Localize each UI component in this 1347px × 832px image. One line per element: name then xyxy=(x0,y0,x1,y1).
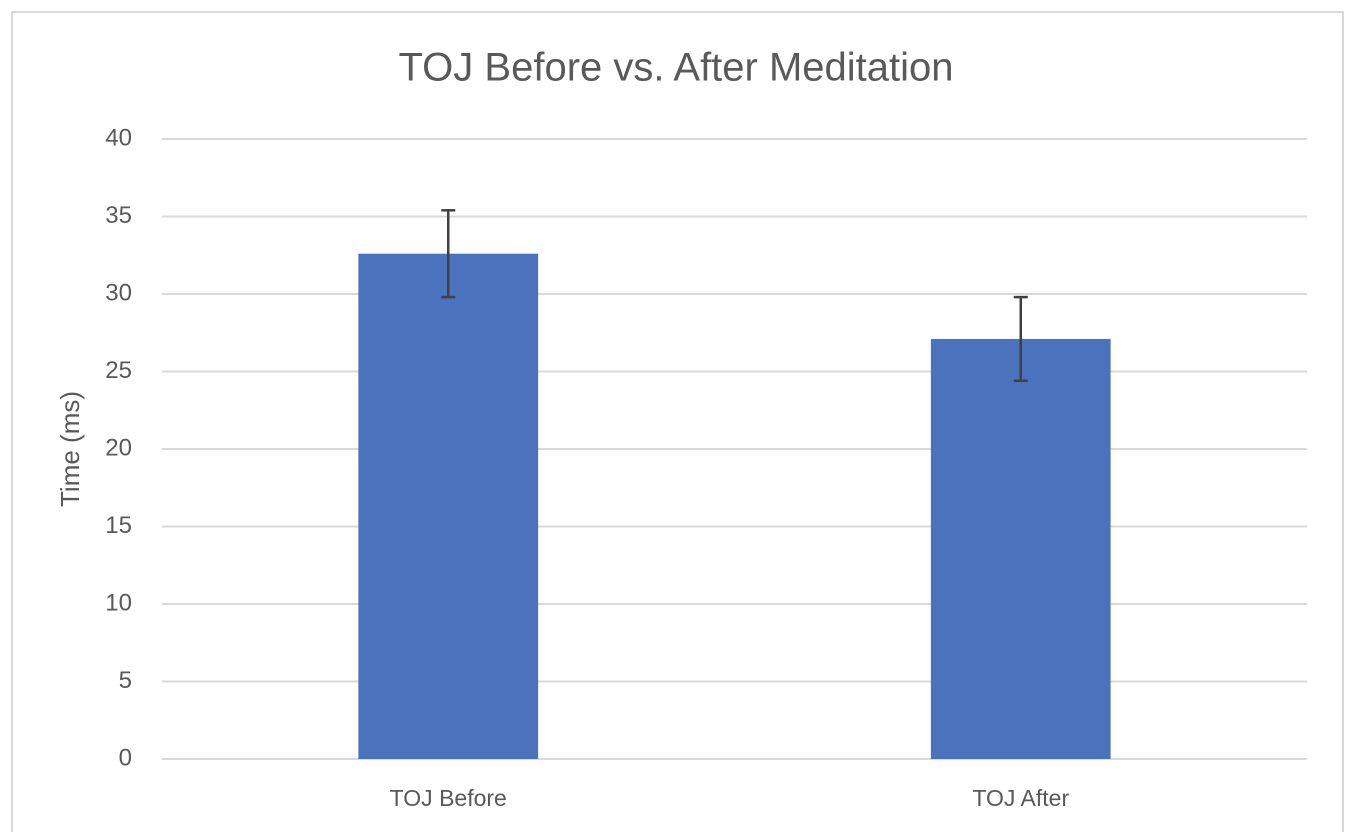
bar xyxy=(358,253,539,759)
y-tick-label: 20 xyxy=(105,434,132,461)
y-tick-label: 15 xyxy=(105,512,132,539)
chart-title: TOJ Before vs. After Meditation xyxy=(398,46,953,90)
y-tick-label: 40 xyxy=(105,124,132,151)
y-tick-label: 30 xyxy=(105,279,132,306)
y-axis-label: Time (ms) xyxy=(55,391,85,507)
y-tick-label: 0 xyxy=(119,744,132,771)
x-tick-label: TOJ After xyxy=(972,785,1069,811)
chart-frame xyxy=(11,11,1344,832)
y-tick-label: 10 xyxy=(105,589,132,616)
bar xyxy=(930,338,1111,759)
y-tick-label: 5 xyxy=(119,667,132,694)
y-tick-label: 25 xyxy=(105,357,132,384)
x-tick-label: TOJ Before xyxy=(390,785,507,811)
y-tick-label: 35 xyxy=(105,202,132,229)
